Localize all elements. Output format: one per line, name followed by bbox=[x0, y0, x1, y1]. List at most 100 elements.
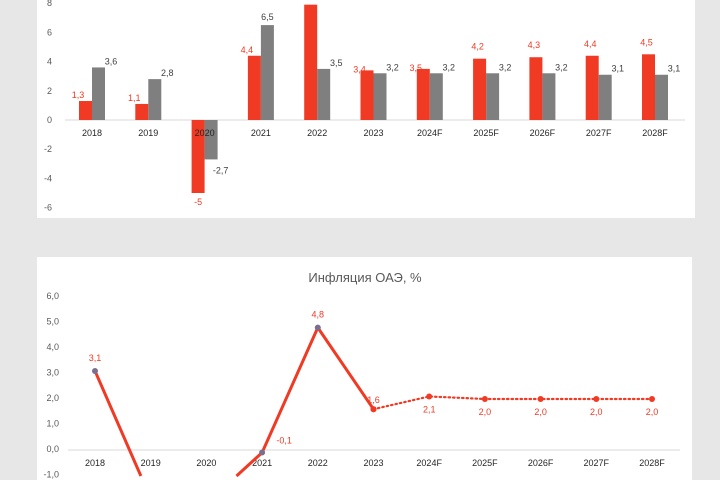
x-tick-label: 2020 bbox=[195, 128, 215, 138]
data-label-gray: 2,8 bbox=[161, 68, 174, 78]
bar-red bbox=[585, 55, 599, 121]
bar-gray bbox=[598, 74, 612, 120]
data-label-forecast: 2,0 bbox=[479, 407, 492, 417]
bar-gray bbox=[486, 73, 500, 120]
bar-gray bbox=[373, 73, 387, 120]
x-tick-label: 2021 bbox=[252, 458, 272, 468]
x-tick-label: 2025F bbox=[473, 128, 499, 138]
bar-red bbox=[135, 103, 149, 120]
data-label-gray: 3,2 bbox=[443, 62, 456, 72]
bar-gray bbox=[317, 68, 331, 120]
x-tick-label: 2025F bbox=[472, 458, 498, 468]
y-tick-label: 2,0 bbox=[46, 393, 59, 403]
bar-red bbox=[191, 120, 205, 193]
data-label-forecast: 2,1 bbox=[423, 404, 436, 414]
data-label-red: 4,4 bbox=[584, 39, 597, 49]
x-tick-label: 2019 bbox=[141, 458, 161, 468]
x-tick-label: 2019 bbox=[138, 128, 158, 138]
line-chart-title: Инфляция ОАЭ, % bbox=[308, 270, 422, 285]
bar-red bbox=[360, 70, 374, 120]
bar-gray bbox=[429, 73, 443, 120]
data-label-red: 4,3 bbox=[528, 40, 541, 50]
x-tick-label: 2023 bbox=[363, 128, 383, 138]
bar-red bbox=[304, 4, 318, 120]
y-tick-label: 8 bbox=[47, 0, 52, 8]
y-tick-label: 4,0 bbox=[46, 342, 59, 352]
y-tick-label: 0,0 bbox=[46, 444, 59, 454]
y-tick-label: -4 bbox=[44, 173, 52, 183]
y-tick-label: 4 bbox=[47, 57, 52, 67]
bar-gray bbox=[204, 120, 218, 160]
data-label-forecast: 2,0 bbox=[590, 407, 603, 417]
line-chart: 6,0 5,0 4,0 3,0 2,0 1,0 0,0 -1,0 2018 2019 2020 202… bbox=[43, 291, 680, 480]
y-tick-label: 0 bbox=[47, 115, 52, 125]
data-label-actual: -0,1 bbox=[276, 436, 292, 446]
bar-red bbox=[473, 58, 487, 120]
x-tick-label: 2021 bbox=[251, 128, 271, 138]
data-point-forecast bbox=[426, 393, 433, 400]
x-tick-label: 2018 bbox=[85, 458, 105, 468]
data-label-red: 4,2 bbox=[471, 42, 484, 52]
data-point-forecast bbox=[481, 396, 488, 402]
y-tick-label: 6 bbox=[47, 27, 52, 37]
bar-red bbox=[416, 68, 430, 120]
data-label-gray: 3,2 bbox=[555, 62, 568, 72]
data-label-red: 3,5 bbox=[410, 63, 423, 73]
data-point-actual bbox=[370, 406, 377, 413]
data-label-gray: 3,6 bbox=[105, 56, 118, 66]
bar-red bbox=[247, 55, 261, 121]
data-point-actual bbox=[92, 367, 98, 374]
data-label-actual: 4,8 bbox=[312, 310, 325, 320]
x-tick-label: 2024F bbox=[416, 458, 442, 468]
data-label-red: 3,4 bbox=[353, 64, 366, 74]
data-label-forecast: 2,0 bbox=[534, 407, 547, 417]
y-tick-label: 5,0 bbox=[46, 317, 59, 327]
x-tick-label: 2026F bbox=[530, 128, 556, 138]
x-tick-label: 2023 bbox=[363, 458, 383, 468]
data-label-gray: 3,1 bbox=[668, 64, 681, 74]
data-point-forecast bbox=[649, 396, 655, 402]
x-tick-label: 2018 bbox=[82, 128, 102, 138]
bar-gray bbox=[260, 25, 274, 121]
data-point-forecast bbox=[537, 396, 544, 402]
y-tick-label: 2 bbox=[47, 86, 52, 96]
bar-gray bbox=[655, 74, 668, 120]
bar-gray bbox=[92, 67, 105, 120]
y-tick-label: -1,0 bbox=[43, 470, 59, 480]
bar-red bbox=[529, 57, 543, 120]
x-tick-label: 2022 bbox=[307, 128, 327, 138]
y-tick-label: 6,0 bbox=[46, 291, 59, 301]
bar-red bbox=[642, 54, 655, 120]
bar-red bbox=[79, 101, 92, 120]
series-line-forecast bbox=[372, 395, 654, 411]
series-line-actual bbox=[93, 370, 143, 477]
data-label-actual: 1,6 bbox=[367, 395, 380, 405]
bar-gray bbox=[148, 79, 162, 120]
x-tick-label: 2027F bbox=[586, 128, 612, 138]
x-tick-label: 2022 bbox=[308, 458, 328, 468]
series-line-actual bbox=[235, 324, 375, 478]
x-tick-label: 2027F bbox=[584, 458, 610, 468]
data-point-actual bbox=[259, 449, 266, 456]
x-tick-label: 2028F bbox=[642, 128, 668, 138]
data-label-gray: 6,5 bbox=[261, 12, 274, 22]
data-label-actual: 3,1 bbox=[89, 353, 102, 363]
y-tick-label: 1,0 bbox=[46, 419, 59, 429]
y-tick-label: -2 bbox=[44, 144, 52, 154]
line-chart-panel bbox=[37, 257, 692, 480]
x-tick-label: 2024F bbox=[417, 128, 443, 138]
x-tick-label: 2028F bbox=[639, 458, 665, 468]
data-label-red: 1,1 bbox=[128, 93, 141, 103]
bar-gray bbox=[542, 73, 556, 120]
data-label-gray: 3,5 bbox=[330, 58, 343, 68]
data-label-forecast: 2,0 bbox=[646, 407, 659, 417]
data-label-gray: -2,7 bbox=[213, 165, 229, 175]
x-tick-label: 2020 bbox=[196, 458, 216, 468]
data-label-red: 1,3 bbox=[72, 90, 85, 100]
data-label-gray: 3,2 bbox=[499, 62, 512, 72]
data-label-red: 4,4 bbox=[241, 45, 254, 55]
data-label-red: -5 bbox=[194, 197, 202, 207]
x-tick-label: 2026F bbox=[528, 458, 554, 468]
data-point-forecast bbox=[593, 396, 600, 402]
